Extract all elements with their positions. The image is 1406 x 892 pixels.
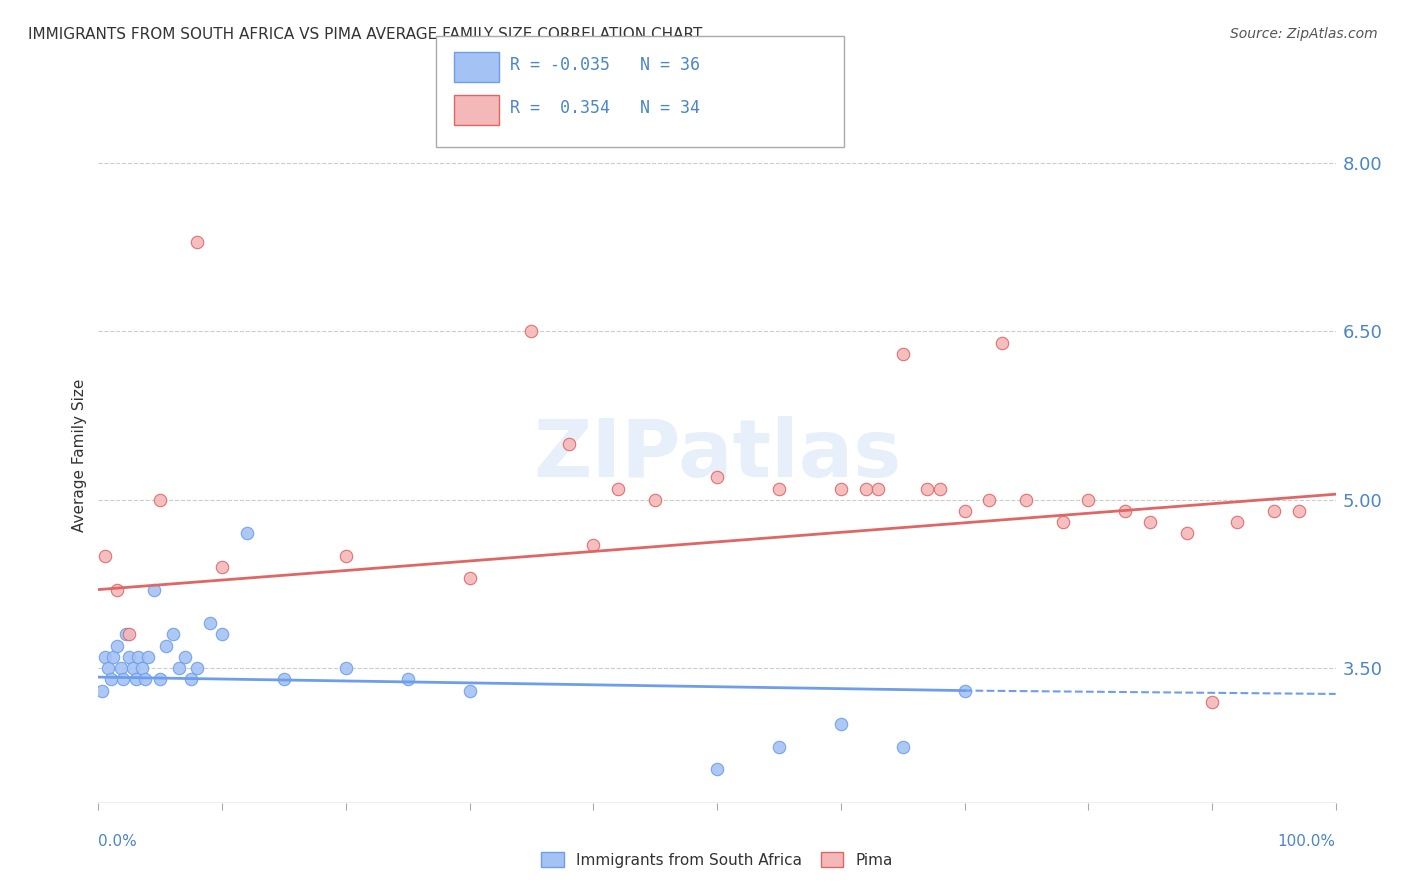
Point (928, 482, 950, 496)
Point (830, 717, 852, 731)
Point (768, 482, 790, 496)
Point (917, 482, 939, 496)
Point (180, 673, 202, 687)
Point (112, 673, 135, 687)
Point (149, 673, 172, 687)
Point (134, 673, 156, 687)
Point (174, 649, 197, 664)
Point (891, 739, 914, 754)
Point (105, 582, 128, 597)
Point (335, 661, 357, 675)
Point (1077, 492, 1099, 507)
Point (644, 492, 666, 507)
Point (458, 683, 481, 698)
Point (110, 661, 132, 675)
Text: Source: ZipAtlas.com: Source: ZipAtlas.com (1230, 27, 1378, 41)
Point (396, 673, 419, 687)
Point (198, 616, 221, 631)
Point (1114, 504, 1136, 518)
Point (162, 627, 184, 641)
Point (979, 492, 1001, 507)
Point (520, 325, 543, 339)
Point (891, 347, 914, 361)
Point (953, 683, 976, 698)
Point (97, 661, 120, 675)
Text: IMMIGRANTS FROM SOUTH AFRICA VS PIMA AVERAGE FAMILY SIZE CORRELATION CHART: IMMIGRANTS FROM SOUTH AFRICA VS PIMA AVE… (28, 27, 703, 42)
Point (186, 661, 208, 675)
Point (1288, 504, 1310, 518)
Point (211, 560, 233, 574)
Legend: Immigrants from South Africa, Pima: Immigrants from South Africa, Pima (533, 844, 901, 875)
Y-axis label: Average Family Size: Average Family Size (72, 378, 87, 532)
Point (335, 549, 357, 563)
Text: 100.0%: 100.0% (1278, 834, 1336, 849)
Point (127, 649, 149, 664)
Point (155, 639, 177, 653)
Point (91, 683, 114, 698)
Point (855, 482, 877, 496)
Point (1201, 695, 1223, 709)
Point (1139, 515, 1161, 529)
Point (124, 673, 146, 687)
Point (1015, 492, 1038, 507)
Text: R = -0.035   N = 36: R = -0.035 N = 36 (510, 56, 700, 74)
Point (136, 649, 159, 664)
Point (93, 549, 115, 563)
Point (100, 673, 122, 687)
Point (768, 739, 790, 754)
Point (143, 582, 166, 597)
Point (557, 436, 579, 450)
Point (211, 627, 233, 641)
Point (1052, 515, 1074, 529)
Point (93, 649, 115, 664)
Point (273, 673, 295, 687)
Point (114, 627, 136, 641)
Text: 0.0%: 0.0% (98, 834, 138, 849)
Point (706, 762, 728, 776)
Point (1226, 515, 1249, 529)
Point (830, 482, 852, 496)
Point (236, 526, 259, 541)
Text: ZIPatlas: ZIPatlas (533, 416, 901, 494)
Point (706, 470, 728, 484)
Point (866, 482, 889, 496)
Point (118, 649, 141, 664)
Point (167, 661, 190, 675)
Point (953, 504, 976, 518)
Point (990, 335, 1012, 350)
Point (1175, 526, 1198, 541)
Point (186, 235, 208, 249)
Point (105, 639, 128, 653)
Point (149, 492, 172, 507)
Point (118, 627, 141, 641)
Point (103, 649, 125, 664)
Point (1263, 504, 1285, 518)
Point (131, 661, 153, 675)
Point (607, 482, 630, 496)
Point (122, 661, 145, 675)
Text: R =  0.354   N = 34: R = 0.354 N = 34 (510, 99, 700, 117)
Point (582, 538, 605, 552)
Point (458, 571, 481, 585)
